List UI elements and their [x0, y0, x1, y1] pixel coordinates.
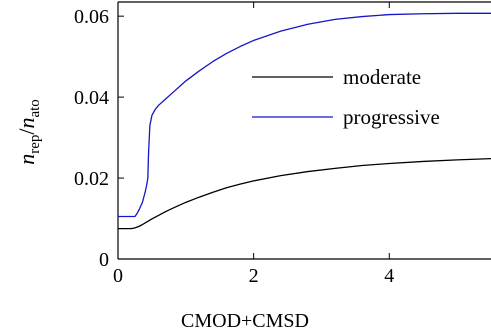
- y-axis-label: nrep/nato: [14, 99, 43, 165]
- legend-label-progressive: progressive: [343, 105, 440, 129]
- legend-label-moderate: moderate: [343, 65, 421, 89]
- series-line-moderate: [118, 157, 491, 230]
- x-tick-label: 0: [113, 265, 123, 287]
- y-axis-label-part: /: [14, 128, 39, 135]
- y-axis-label-part: n: [14, 118, 39, 129]
- y-tick-label: 0.06: [74, 6, 109, 28]
- y-tick-label: 0: [99, 249, 109, 271]
- y-tick-label: 0.04: [74, 87, 109, 109]
- x-tick-label: 2: [249, 265, 259, 287]
- y-axis-label-part: n: [14, 154, 39, 165]
- y-tick-label: 0.02: [74, 168, 109, 190]
- x-axis-label: CMOD+CMSD: [181, 310, 309, 332]
- x-tick-label: 4: [384, 265, 394, 287]
- y-axis-label-part: ato: [27, 99, 43, 117]
- y-axis-label-part: rep: [27, 135, 43, 154]
- series-line-progressive: [118, 12, 491, 218]
